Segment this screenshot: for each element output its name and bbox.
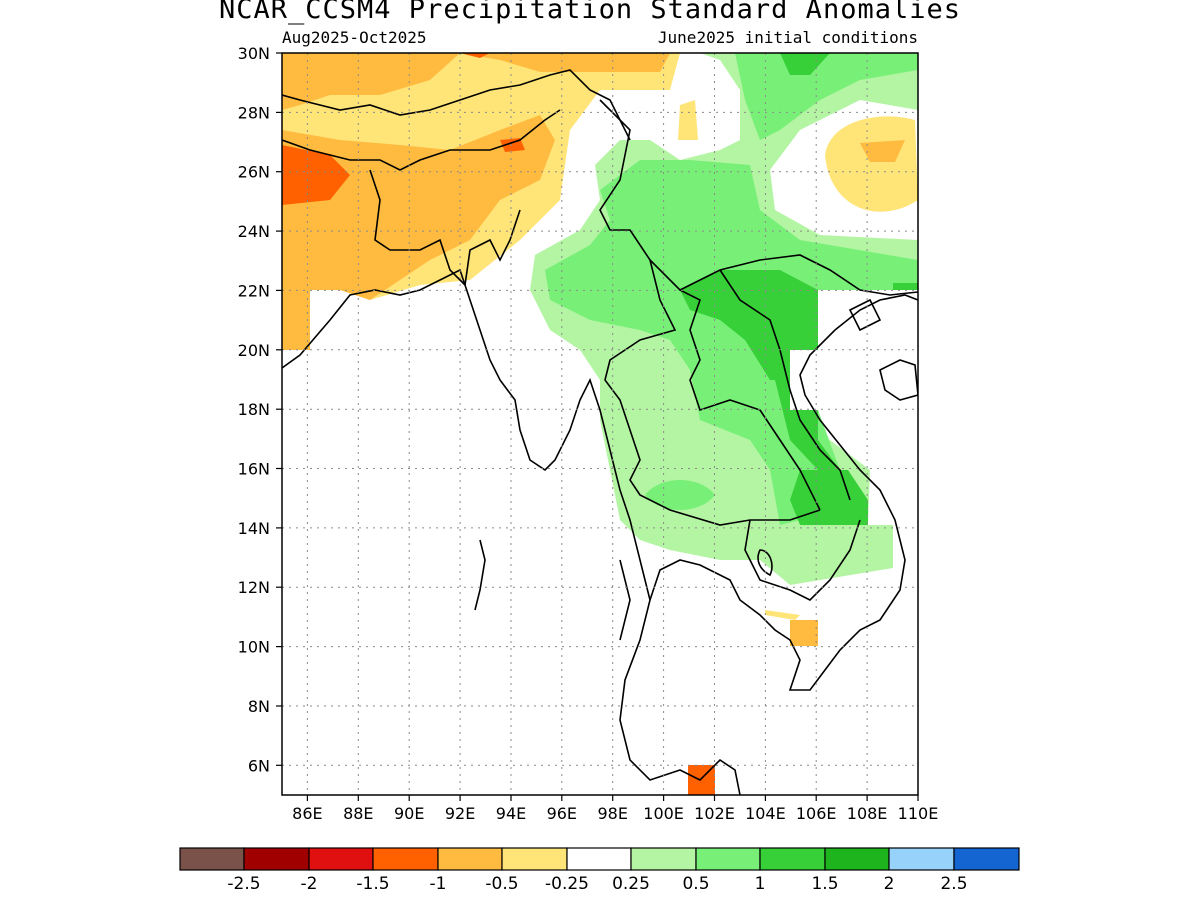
lon-label: 104E <box>745 804 786 823</box>
valid-period: Aug2025-Oct2025 <box>282 28 427 47</box>
coastlines <box>282 69 918 795</box>
lat-label: 30N <box>238 44 270 63</box>
lat-label: 24N <box>238 222 270 241</box>
axis-ticks <box>276 52 919 801</box>
colorbar-label: 0.5 <box>682 874 709 894</box>
lat-label: 26N <box>238 163 270 182</box>
lon-label: 90E <box>394 804 424 823</box>
lon-label: 96E <box>547 804 577 823</box>
colorbar-swatch <box>824 847 890 871</box>
colorbar-label: -0.5 <box>485 874 518 894</box>
colorbar-swatch <box>695 847 761 871</box>
colorbar-label: -2 <box>301 874 318 894</box>
colorbar-label: 1.5 <box>811 874 838 894</box>
colorbar-swatch <box>501 847 568 871</box>
colorbar-swatch <box>179 847 245 871</box>
colorbar-swatch <box>759 847 826 871</box>
lon-label: 88E <box>343 804 373 823</box>
colorbar <box>179 847 1020 871</box>
colorbar-label: 0.25 <box>612 874 650 894</box>
initial-conditions: June2025 initial conditions <box>657 28 918 47</box>
lon-label: 102E <box>694 804 735 823</box>
colorbar-swatch <box>372 847 439 871</box>
lat-label: 14N <box>238 519 270 538</box>
lon-label: 94E <box>496 804 526 823</box>
graticule <box>282 53 918 795</box>
colorbar-labels: -2.5 -2 -1.5 -1 -0.5 -0.25 0.25 0.5 1 1.… <box>227 874 967 894</box>
lon-label: 92E <box>445 804 475 823</box>
colorbar-label: 2.5 <box>940 874 967 894</box>
lat-label: 6N <box>248 756 270 775</box>
lat-label: 22N <box>238 281 270 300</box>
colorbar-swatch <box>953 847 1020 871</box>
colorbar-swatch <box>437 847 503 871</box>
colorbar-label: -1.5 <box>356 874 389 894</box>
colorbar-swatch <box>630 847 697 871</box>
lat-label: 10N <box>238 638 270 657</box>
lon-label: 98E <box>597 804 627 823</box>
lat-label: 18N <box>238 400 270 419</box>
lat-label: 12N <box>238 578 270 597</box>
colorbar-swatch <box>308 847 374 871</box>
colorbar-label: -2.5 <box>227 874 260 894</box>
colorbar-label: 2 <box>884 874 895 894</box>
lon-label: 100E <box>643 804 684 823</box>
lon-label: 108E <box>847 804 888 823</box>
lon-label: 86E <box>292 804 322 823</box>
latitude-labels: 30N 28N 26N 24N 22N 20N 18N 16N 14N 12N … <box>238 44 270 775</box>
lat-label: 8N <box>248 697 270 716</box>
lon-label: 110E <box>898 804 939 823</box>
map-title: NCAR_CCSM4 Precipitation Standard Anomal… <box>219 0 961 25</box>
colorbar-swatch <box>566 847 632 871</box>
colorbar-swatch <box>243 847 310 871</box>
lat-label: 20N <box>238 341 270 360</box>
lat-label: 28N <box>238 103 270 122</box>
longitude-labels: 86E 88E 90E 92E 94E 96E 98E 100E 102E 10… <box>292 804 938 823</box>
colorbar-label: 1 <box>755 874 766 894</box>
lat-label: 16N <box>238 460 270 479</box>
colorbar-label: -0.25 <box>545 874 589 894</box>
colorbar-label: -1 <box>430 874 447 894</box>
map-frame <box>281 52 919 796</box>
lon-label: 106E <box>796 804 837 823</box>
colorbar-swatch <box>888 847 955 871</box>
